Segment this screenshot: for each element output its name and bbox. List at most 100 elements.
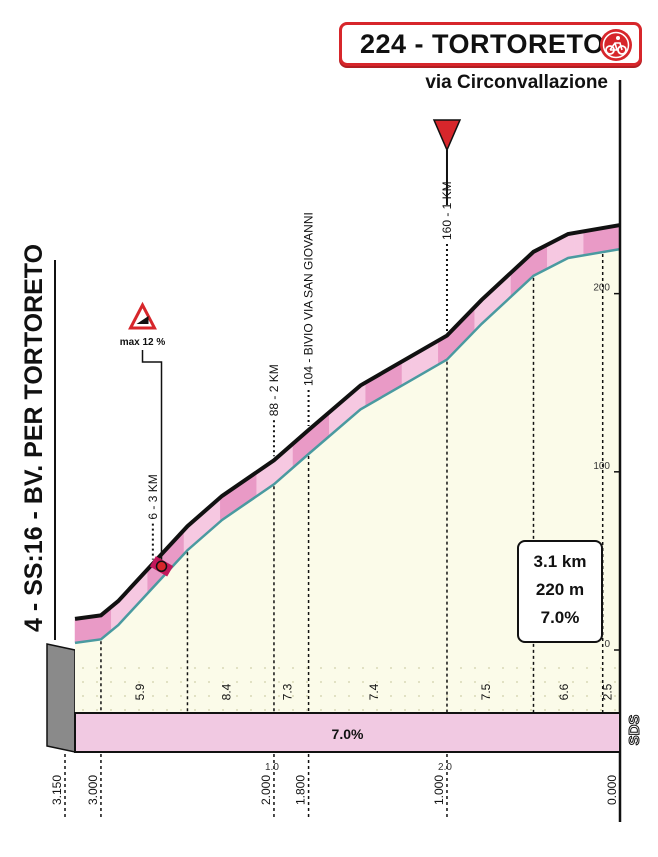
ground-dot [236,695,238,697]
ground-dot [460,681,462,683]
ground-dot [404,709,406,711]
ground-dot [180,695,182,697]
ground-dot [96,709,98,711]
segment-gradient-label: 7.4 [367,683,381,700]
ground-dot [278,667,280,669]
page-title: 224 - TORTORETO [360,29,605,59]
ground-dot [586,695,588,697]
ground-dot [432,709,434,711]
ground-dot [152,681,154,683]
ground-dot [614,709,616,711]
ground-dot [208,681,210,683]
ground-dot [586,667,588,669]
ground-dot [558,681,560,683]
ground-dot [362,667,364,669]
road-top-edge [74,223,621,621]
steep-warning-icon [128,301,157,330]
ground-dot [264,667,266,669]
ground-dot [614,681,616,683]
gradient-bar-label: 7.0% [332,726,364,742]
ground-dot [194,681,196,683]
ground-dot [362,709,364,711]
ground-dot [474,667,476,669]
ground-dot [250,709,252,711]
ground-dot [348,695,350,697]
ground-dot [236,667,238,669]
ground-dot [516,667,518,669]
ground-dot [82,695,84,697]
ground-dot [180,709,182,711]
start-label: 4 - SS:16 - BV. PER TORTORETO [20,243,48,632]
y-tick-label: 0 [604,639,610,650]
segment-gradient-label: 7.5 [479,683,493,700]
ground-dot [278,681,280,683]
ground-dot [586,709,588,711]
ground-dot [600,709,602,711]
ground-dot [418,681,420,683]
max-gradient-leader [141,350,163,567]
annotation-label: 160 - 1 KM [440,181,454,240]
ground-dot [558,667,560,669]
ground-dot [474,695,476,697]
ground-dot [488,681,490,683]
ground-dot [614,695,616,697]
ground-dot [460,695,462,697]
ground-dot [572,667,574,669]
road-bottom-edge [74,247,621,645]
gradient-bar [74,712,621,753]
ground-dot [390,667,392,669]
ground-dot [152,667,154,669]
ground-dot [334,709,336,711]
ground-dot [292,695,294,697]
ground-dot [320,667,322,669]
ground-dot [418,709,420,711]
x-tick-label: 0.000 [605,775,619,805]
ground-dot [376,667,378,669]
ground-dot [222,681,224,683]
ground-dot [600,695,602,697]
ground-dot [418,695,420,697]
ground-dot [96,695,98,697]
ground-dot [390,709,392,711]
ground-dot [250,667,252,669]
km-marker-triangle [432,119,462,152]
ground-dot [530,681,532,683]
ground-dot [600,667,602,669]
ground-dot [516,709,518,711]
ground-dot [110,667,112,669]
ground-dot [446,695,448,697]
y-tick-label: 200 [593,283,610,294]
ground-dot [320,709,322,711]
segment-gradient-label: 2.5 [600,683,614,700]
segment-gradient-label: 6.6 [557,683,571,700]
annotation-label: 88 - 2 KM [267,364,281,416]
cycling-finish-icon [600,29,632,61]
ground-dot [502,709,504,711]
ground-dot [278,709,280,711]
ground-dot [166,681,168,683]
ground-dot [124,681,126,683]
ground-dot [264,695,266,697]
ground-dot [348,667,350,669]
ground-dot [432,681,434,683]
ground-area [75,249,620,713]
start-block [46,643,76,753]
ground-dot [544,709,546,711]
stat-average-gradient: 7.0% [540,608,580,627]
ground-dot [82,681,84,683]
ground-dot [152,709,154,711]
ground-dot [194,709,196,711]
ground-dot [110,695,112,697]
ground-dot [124,695,126,697]
ground-dot [418,667,420,669]
ground-dot [544,681,546,683]
ground-dot [432,695,434,697]
ground-dot [138,695,140,697]
ground-dot [208,709,210,711]
road-segment [574,231,584,258]
finish-title-box: 224 - TORTORETO [339,22,642,66]
segment-gradient-label: 7.3 [280,683,294,700]
ground-dot [250,681,252,683]
ground-dot [110,681,112,683]
segment-gradient-label: 8.4 [220,683,234,700]
